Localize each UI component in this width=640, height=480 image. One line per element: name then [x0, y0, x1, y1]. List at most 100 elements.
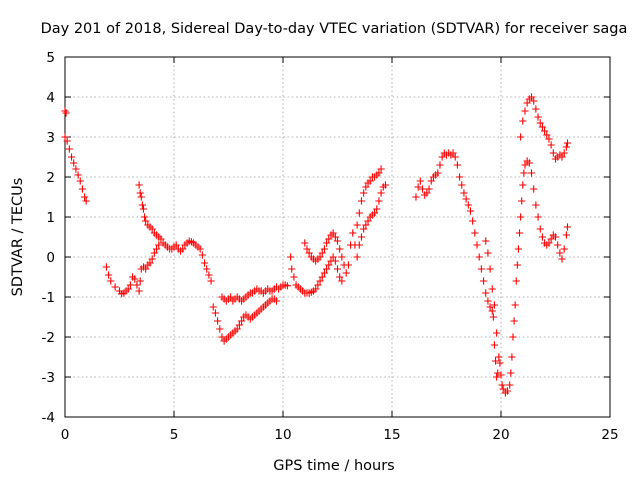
- data-point: [200, 259, 209, 267]
- data-point: [425, 185, 433, 193]
- data-point: [303, 245, 311, 253]
- data-point: [81, 193, 89, 201]
- data-point: [78, 185, 87, 193]
- data-point: [558, 255, 566, 263]
- data-point: [562, 231, 570, 239]
- data-point: [541, 127, 549, 135]
- data-point: [511, 301, 519, 309]
- data-point: [519, 117, 527, 125]
- y-tick-label: 1: [46, 210, 55, 226]
- data-point: [216, 325, 224, 333]
- data-point: [70, 159, 78, 167]
- data-point: [469, 217, 477, 225]
- data-point: [493, 373, 501, 381]
- data-point: [338, 253, 346, 261]
- data-point: [364, 217, 372, 225]
- data-point: [172, 241, 180, 249]
- data-point: [512, 277, 520, 285]
- data-point: [498, 381, 506, 389]
- data-point: [360, 189, 368, 197]
- data-point: [517, 133, 525, 141]
- data-point: [323, 239, 331, 247]
- data-point: [237, 317, 246, 325]
- data-point: [373, 205, 381, 213]
- data-point: [534, 213, 542, 221]
- data-point: [150, 249, 158, 257]
- data-point: [491, 357, 500, 365]
- data-point: [508, 353, 516, 361]
- data-point: [331, 233, 339, 241]
- data-point: [287, 253, 295, 261]
- data-point: [545, 239, 553, 247]
- data-point: [301, 239, 309, 247]
- y-axis-label: SDTVAR / TECUs: [10, 178, 26, 297]
- data-point: [503, 387, 512, 395]
- data-point: [67, 153, 76, 161]
- data-point: [344, 261, 352, 269]
- y-tick-label: -4: [42, 410, 55, 426]
- data-point: [349, 229, 357, 237]
- data-point: [563, 139, 572, 147]
- data-point: [377, 165, 385, 173]
- data-point: [135, 181, 143, 189]
- data-point: [148, 255, 156, 263]
- data-point: [111, 283, 119, 291]
- data-point: [65, 145, 73, 153]
- data-point: [509, 333, 517, 341]
- data-point: [133, 281, 141, 289]
- data-point: [207, 277, 215, 285]
- data-point: [338, 277, 346, 285]
- data-point: [479, 277, 488, 285]
- data-point: [381, 181, 390, 189]
- data-point: [515, 229, 524, 237]
- data-point: [556, 249, 564, 257]
- data-point: [272, 297, 281, 305]
- data-point: [320, 245, 329, 253]
- data-point: [233, 325, 241, 333]
- data-point: [235, 321, 243, 329]
- data-point: [473, 241, 481, 249]
- data-point: [353, 253, 361, 261]
- data-point: [353, 221, 361, 229]
- x-tick-label: 20: [492, 427, 509, 443]
- data-point: [227, 293, 235, 301]
- data-point: [357, 233, 366, 241]
- data-point: [355, 241, 363, 249]
- y-tick-label: 2: [46, 170, 55, 186]
- data-point: [135, 287, 143, 295]
- data-point: [102, 263, 111, 271]
- chart-title: Day 201 of 2018, Sidereal Day-to-day VTE…: [41, 21, 628, 37]
- data-point: [521, 161, 529, 169]
- data-point: [61, 133, 69, 141]
- data-point: [527, 169, 536, 177]
- data-point: [412, 193, 420, 201]
- y-tick-label: -2: [42, 330, 55, 346]
- data-point: [547, 235, 555, 243]
- data-point: [329, 229, 337, 237]
- data-point: [416, 177, 424, 185]
- data-point: [558, 153, 566, 161]
- data-point: [331, 257, 339, 265]
- data-point: [325, 235, 333, 243]
- data-point: [377, 189, 385, 197]
- data-point: [329, 253, 337, 261]
- data-point: [466, 207, 475, 215]
- data-point: [414, 183, 422, 191]
- data-point: [554, 241, 562, 249]
- x-tick-label: 0: [61, 427, 70, 443]
- data-point: [137, 193, 145, 201]
- data-point: [107, 277, 115, 285]
- data-point: [136, 277, 144, 285]
- y-tick-label: 0: [46, 250, 55, 266]
- x-tick-label: 25: [601, 427, 618, 443]
- data-point: [355, 209, 363, 217]
- x-axis-label: GPS time / hours: [273, 458, 394, 474]
- data-point: [484, 249, 492, 257]
- data-point: [142, 265, 150, 273]
- y-tick-label: 3: [46, 130, 55, 146]
- data-point: [436, 161, 444, 169]
- data-point: [547, 141, 555, 149]
- data-point: [312, 285, 320, 293]
- data-point: [496, 359, 504, 367]
